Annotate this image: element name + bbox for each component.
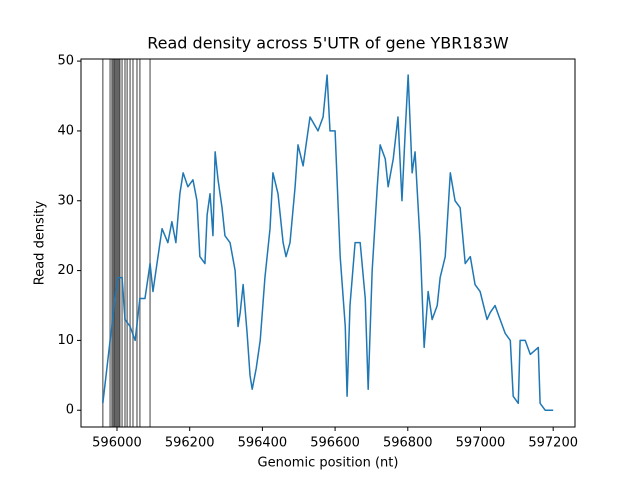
x-axis-label: Genomic position (nt)	[258, 456, 399, 471]
y-tick-label: 10	[57, 333, 74, 348]
y-tick-label: 40	[57, 123, 74, 138]
x-tick-label: 597200	[528, 436, 578, 451]
y-tick-label: 30	[57, 193, 74, 208]
data-line	[102, 74, 554, 411]
x-tick-label: 596200	[165, 436, 215, 451]
y-axis-label: Read density	[33, 200, 48, 285]
x-tick-label: 596800	[383, 436, 433, 451]
x-tick-label: 597000	[456, 436, 506, 451]
y-tick-label: 20	[57, 263, 74, 278]
x-tick-label: 596000	[92, 436, 142, 451]
y-tick-label: 0	[66, 403, 74, 418]
y-tick-label: 50	[57, 54, 74, 69]
plot-frame	[80, 58, 576, 428]
x-tick-label: 596600	[310, 436, 360, 451]
chart-title: Read density across 5'UTR of gene YBR183…	[147, 34, 509, 53]
x-tick-label: 596400	[238, 436, 288, 451]
